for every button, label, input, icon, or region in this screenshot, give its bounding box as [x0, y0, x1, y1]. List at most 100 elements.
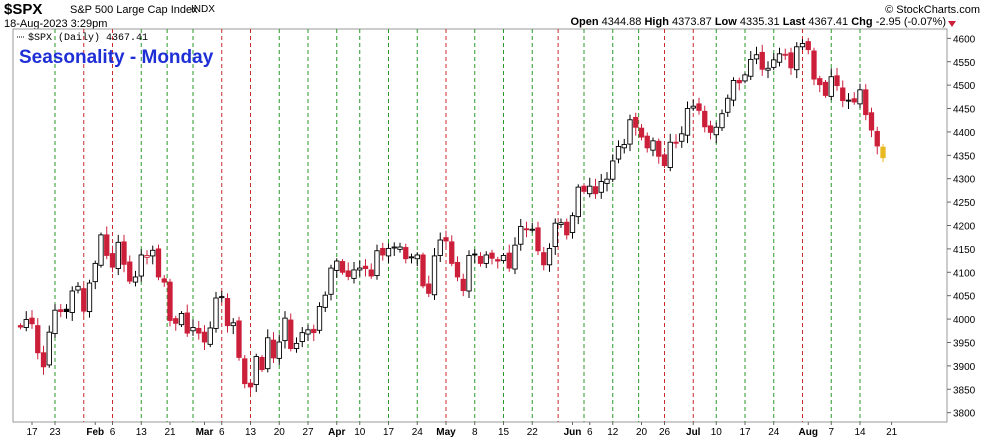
candle-body	[86, 282, 93, 313]
candle-body	[753, 54, 760, 60]
y-tick-label: 3900	[953, 362, 976, 373]
candle-body	[581, 185, 587, 192]
candle-body	[132, 276, 139, 283]
y-tick-label: 4500	[953, 81, 976, 92]
x-tick-label: May	[436, 427, 456, 438]
candle-body	[822, 81, 829, 96]
candle-body	[592, 186, 599, 195]
candle-body	[81, 288, 87, 312]
candle-body	[115, 241, 121, 269]
chg-label: Chg	[851, 16, 873, 28]
candle-body	[52, 309, 58, 335]
candle-body	[472, 253, 478, 256]
ohlc-readout: Open 4344.88 High 4373.87 Low 4335.31 La…	[570, 16, 946, 28]
y-tick-label: 4200	[953, 222, 976, 233]
y-tick-label: 3950	[953, 338, 976, 349]
candle-body	[155, 248, 162, 278]
candle-body	[178, 313, 185, 326]
candle-body	[759, 51, 765, 70]
x-tick-label: Jul	[686, 427, 701, 438]
candle-body	[426, 283, 432, 294]
low-label: Low	[714, 16, 737, 28]
candle-body	[454, 262, 461, 278]
last-value: 4367.41	[808, 16, 849, 28]
candle-body	[167, 281, 173, 321]
candle-body	[650, 140, 656, 151]
candle-body	[408, 256, 415, 259]
y-tick-label: 4150	[953, 245, 976, 256]
candle-body	[518, 225, 524, 245]
candle-body	[242, 358, 248, 385]
y-tick-label: 4350	[953, 151, 976, 162]
candle-body	[29, 317, 35, 325]
candle-body	[512, 244, 518, 270]
candle-body	[104, 234, 110, 256]
candle-body	[58, 309, 64, 313]
y-tick-label: 4550	[953, 58, 976, 69]
candle-body	[17, 325, 24, 328]
candle-body	[880, 146, 886, 159]
candle-body	[587, 185, 593, 195]
candle-body	[219, 296, 225, 299]
x-tick-label: 17	[26, 427, 38, 438]
candle-body	[437, 239, 443, 256]
candle-body	[69, 290, 75, 313]
candle-body	[397, 246, 403, 250]
candle-body	[834, 75, 840, 87]
x-tick-label: 13	[245, 427, 257, 438]
y-tick-label: 4300	[953, 175, 976, 186]
y-tick-label: 4050	[953, 292, 976, 303]
candle-body	[150, 249, 156, 257]
brand-label: © StockCharts.com	[885, 4, 980, 16]
candle-body	[173, 318, 179, 324]
candle-body	[776, 53, 783, 63]
candle-body	[782, 53, 788, 56]
candle-body	[684, 108, 691, 136]
x-tick-label: 26	[659, 427, 671, 438]
candle-body	[368, 269, 374, 277]
candle-body	[495, 259, 501, 262]
candle-body	[633, 116, 639, 128]
candle-body	[575, 186, 581, 218]
x-tick-label: 23	[49, 427, 61, 438]
candle-body	[224, 298, 231, 327]
candle-body	[569, 215, 576, 233]
candle-body	[656, 140, 662, 157]
candle-body	[644, 135, 650, 149]
candle-body	[35, 325, 41, 354]
x-tick-label: 12	[607, 427, 619, 438]
candle-body	[868, 112, 875, 131]
candle-body	[489, 252, 495, 259]
x-tick-label: 6	[587, 427, 593, 438]
x-tick-label: 13	[136, 427, 148, 438]
candle-body	[500, 254, 507, 262]
candle-body	[627, 119, 633, 145]
candle-body	[299, 332, 305, 342]
x-tick-label: Apr	[328, 427, 345, 438]
candle-body	[293, 342, 300, 349]
x-tick-label: 24	[768, 427, 780, 438]
candle-body	[121, 241, 127, 265]
candle-body	[109, 253, 116, 268]
candle-body	[702, 110, 708, 128]
x-tick-label: 7	[828, 427, 834, 438]
candle-body	[270, 339, 277, 359]
x-tick-label: 15	[498, 427, 510, 438]
x-tick-label: 20	[636, 427, 648, 438]
candle-body	[449, 241, 455, 264]
y-tick-label: 4600	[953, 34, 976, 45]
candle-body	[771, 59, 777, 68]
candle-body	[615, 145, 622, 160]
x-tick-label: 10	[711, 427, 723, 438]
candle-body	[828, 76, 834, 97]
candle-body	[546, 247, 553, 266]
candle-body	[811, 50, 817, 80]
candle-body	[253, 356, 259, 386]
x-tick-label: 24	[412, 427, 424, 438]
x-tick-label: 17	[383, 427, 395, 438]
candle-body	[529, 228, 535, 231]
candle-body	[46, 331, 52, 366]
x-tick-label: 17	[739, 427, 751, 438]
candle-body	[794, 46, 800, 71]
